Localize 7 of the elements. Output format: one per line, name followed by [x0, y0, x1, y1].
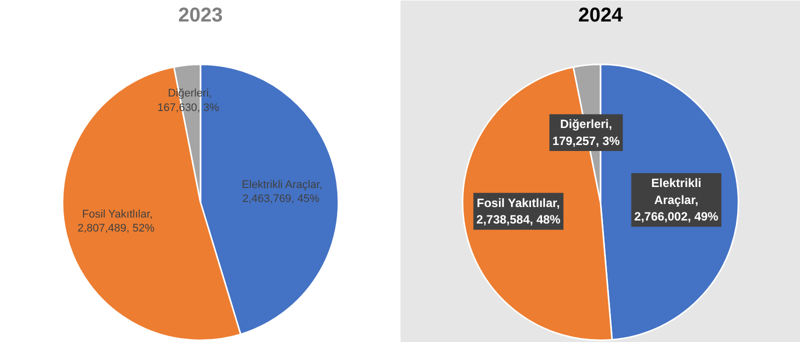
slice-label: Elektrikli Araçlar, 2,463,769, 45% — [242, 178, 322, 206]
slice-label: Fosil Yakıtlılar, 2,738,584, 48% — [476, 196, 561, 227]
slice-label: Fosil Yakıtlılar, 2,807,489, 52% — [77, 208, 155, 235]
slice-label: Diğerleri, 179,257, 3% — [552, 117, 620, 148]
chart-title: 2023 — [178, 4, 223, 26]
chart-title: 2024 — [578, 4, 624, 26]
slice-label: Elektrikli Araçlar, 2,766,002, 49% — [634, 176, 719, 224]
